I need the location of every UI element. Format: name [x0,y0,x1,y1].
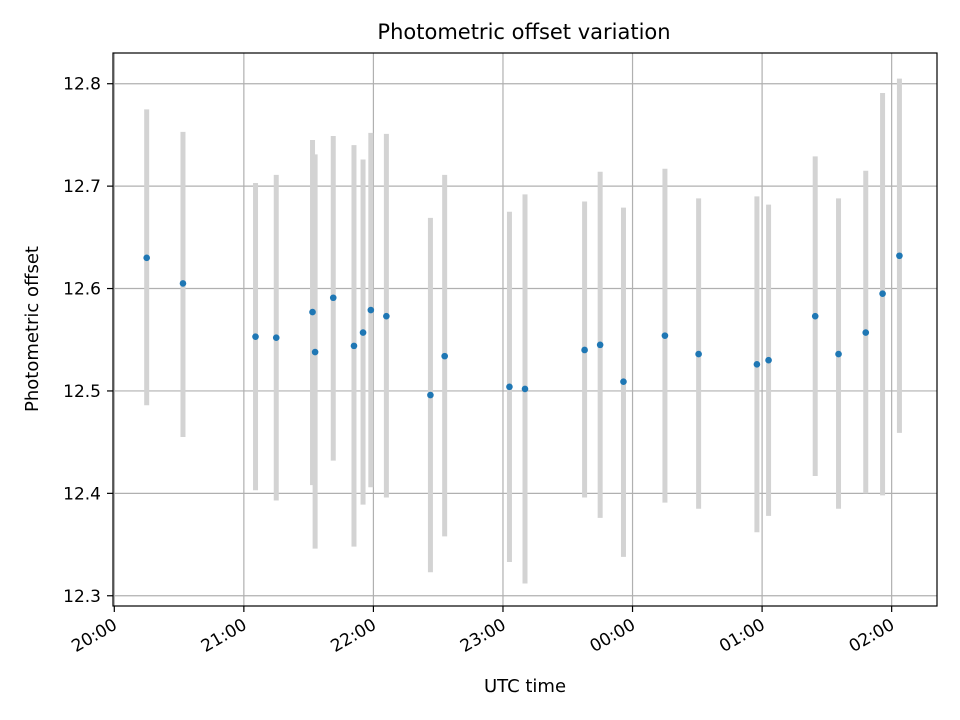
y-tick-label: 12.5 [63,382,101,402]
y-tick-label: 12.4 [63,484,101,504]
data-point [179,280,187,287]
plot-frame [112,52,938,607]
data-point [620,378,627,386]
y-axis-label: Photometric offset [22,246,43,412]
data-point [879,290,886,297]
chart-title: Photometric offset variation [377,20,670,44]
data-point [359,329,367,336]
data-point [835,350,842,358]
y-tick-label: 12.3 [63,587,101,607]
data-point [661,332,669,339]
data-point [896,252,903,260]
data-point [753,361,761,368]
data-point [143,254,150,262]
y-tick-label: 12.7 [63,177,101,197]
data-point [811,312,819,320]
data-point [695,350,702,358]
data-point [309,308,316,316]
data-point [441,352,448,360]
data-point [272,334,280,341]
data-point [521,385,529,393]
data-point [765,356,772,364]
data-points [143,252,903,399]
data-point [596,341,604,349]
data-point [311,348,319,356]
y-tick-label: 12.8 [63,75,101,95]
data-point [581,346,588,354]
data-point [329,294,337,302]
data-point [383,312,390,320]
data-point [862,329,870,336]
data-point [252,333,259,340]
data-point [367,306,375,314]
y-tick-label: 12.6 [63,280,101,300]
x-axis-label: UTC time [484,676,566,697]
data-point [350,342,358,350]
data-point [427,391,434,399]
data-point [506,383,513,391]
